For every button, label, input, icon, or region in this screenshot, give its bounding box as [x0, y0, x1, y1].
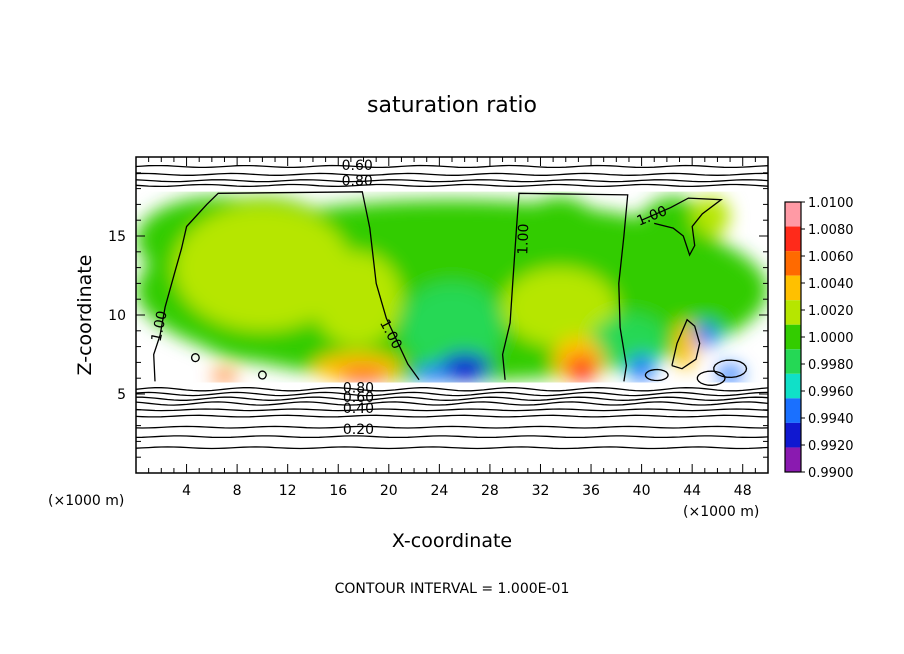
- contour-label: 1.00: [515, 223, 532, 255]
- contour-line: [136, 408, 768, 412]
- field-region: [628, 354, 655, 382]
- chart-title: saturation ratio: [367, 93, 537, 118]
- field-region: [211, 370, 238, 382]
- y-tick-label: 15: [108, 229, 126, 245]
- colorbar-label: 1.0020: [808, 304, 854, 319]
- contour-label: 0.40: [343, 401, 374, 417]
- colorbar-label: 0.9940: [808, 412, 854, 427]
- colorbar-swatch: [785, 398, 801, 423]
- contour-line: [136, 425, 768, 429]
- colorbar-swatch: [785, 349, 801, 374]
- contour-line: [136, 387, 768, 392]
- field-region: [674, 321, 698, 369]
- field-blobs: [136, 196, 768, 383]
- contour-line: [696, 370, 726, 386]
- field-region: [312, 251, 402, 347]
- contour-line: [641, 197, 724, 257]
- contour-line: [257, 370, 267, 380]
- colorbar-label: 1.0100: [808, 196, 854, 211]
- field-region: [502, 267, 617, 347]
- contour-lines: [136, 164, 768, 450]
- contour-line: [136, 401, 768, 406]
- colorbar-label: 1.0040: [808, 277, 854, 292]
- x-tick-label: 44: [683, 483, 701, 499]
- contour-line: [136, 164, 768, 169]
- field-region: [565, 356, 598, 382]
- contour-line: [153, 191, 420, 382]
- x-tick-label: 16: [329, 483, 347, 499]
- contour-line: [713, 359, 748, 379]
- field-region: [439, 352, 490, 382]
- colorbar-label: 0.9920: [808, 439, 854, 454]
- contour-label: 0.80: [342, 174, 373, 190]
- colorbar-label: 0.9960: [808, 385, 854, 400]
- field-region: [211, 220, 301, 300]
- colorbar-swatch: [785, 422, 801, 448]
- colorbar-swatch: [785, 300, 801, 325]
- x-tick-label: 20: [380, 483, 398, 499]
- y-tick-label: 10: [108, 308, 126, 324]
- contour-line: [136, 179, 768, 183]
- x-axis-label: X-coordinate: [392, 530, 512, 552]
- colorbar-swatch: [785, 324, 801, 350]
- colorbar-swatch: [785, 202, 801, 227]
- x-axis: 4 8 12 16 20 24 28 32 36 40 44 48: [148, 157, 756, 499]
- field-region: [338, 368, 389, 382]
- contour-label: 0.20: [343, 422, 374, 438]
- contour-line: [501, 192, 629, 382]
- x-tick-label: 4: [182, 483, 191, 499]
- contour-label: 0.60: [343, 390, 374, 406]
- field-region: [401, 283, 503, 371]
- field-region: [692, 196, 731, 236]
- x-tick-label: 28: [481, 483, 499, 499]
- y-axis-label: Z-coordinate: [74, 255, 96, 376]
- contour-label: 1.00: [149, 309, 171, 343]
- saturation-field: [136, 157, 768, 473]
- contour-line: [136, 391, 768, 397]
- colorbar-label: 0.9900: [808, 466, 854, 481]
- contour-line: [136, 172, 768, 176]
- colorbar-label: 1.0060: [808, 250, 854, 265]
- colorbar-label: 1.0080: [808, 223, 854, 238]
- x-tick-label: 24: [430, 483, 448, 499]
- contour-line: [136, 396, 768, 401]
- colorbar-swatch: [785, 275, 801, 301]
- y-axis: 5 10 15: [108, 172, 768, 458]
- contour-interval-note: CONTOUR INTERVAL = 1.000E-01: [335, 581, 570, 597]
- contour-label: 0.60: [342, 158, 373, 174]
- colorbar-swatch: [785, 226, 801, 252]
- contour-line: [136, 414, 768, 418]
- colorbar-label: 0.9980: [808, 358, 854, 373]
- y-tick-label: 5: [117, 387, 126, 403]
- contour-line: [671, 318, 701, 370]
- colorbar-label: 1.0000: [808, 331, 854, 346]
- plot-area: 0.600.801.00 1.001.001.000.800.600.400.20…: [108, 156, 769, 499]
- x-tick-label: 32: [532, 483, 550, 499]
- colorbar-swatch: [785, 251, 801, 276]
- x-axis-unit: (×1000 m): [683, 504, 759, 520]
- field-region: [717, 365, 743, 383]
- x-tick-label: 12: [279, 483, 297, 499]
- contour-line: [644, 368, 669, 382]
- contour-line: [136, 183, 768, 188]
- colorbar-swatch: [785, 373, 801, 399]
- contour-line: [136, 446, 768, 450]
- x-tick-label: 8: [233, 483, 242, 499]
- contour-label: 0.80: [343, 381, 374, 397]
- contour-line: [190, 353, 200, 363]
- colorbar: 1.0100 1.0080 1.0060 1.0040 1.0020 1.0000 0.99…: [784, 196, 854, 481]
- colorbar-swatch: [785, 447, 801, 472]
- field-region: [414, 365, 452, 382]
- x-tick-label: 40: [633, 483, 651, 499]
- x-tick-label: 36: [582, 483, 600, 499]
- x-tick-label: 48: [734, 483, 752, 499]
- contour-line: [136, 435, 768, 439]
- y-axis-unit: (×1000 m): [48, 493, 124, 509]
